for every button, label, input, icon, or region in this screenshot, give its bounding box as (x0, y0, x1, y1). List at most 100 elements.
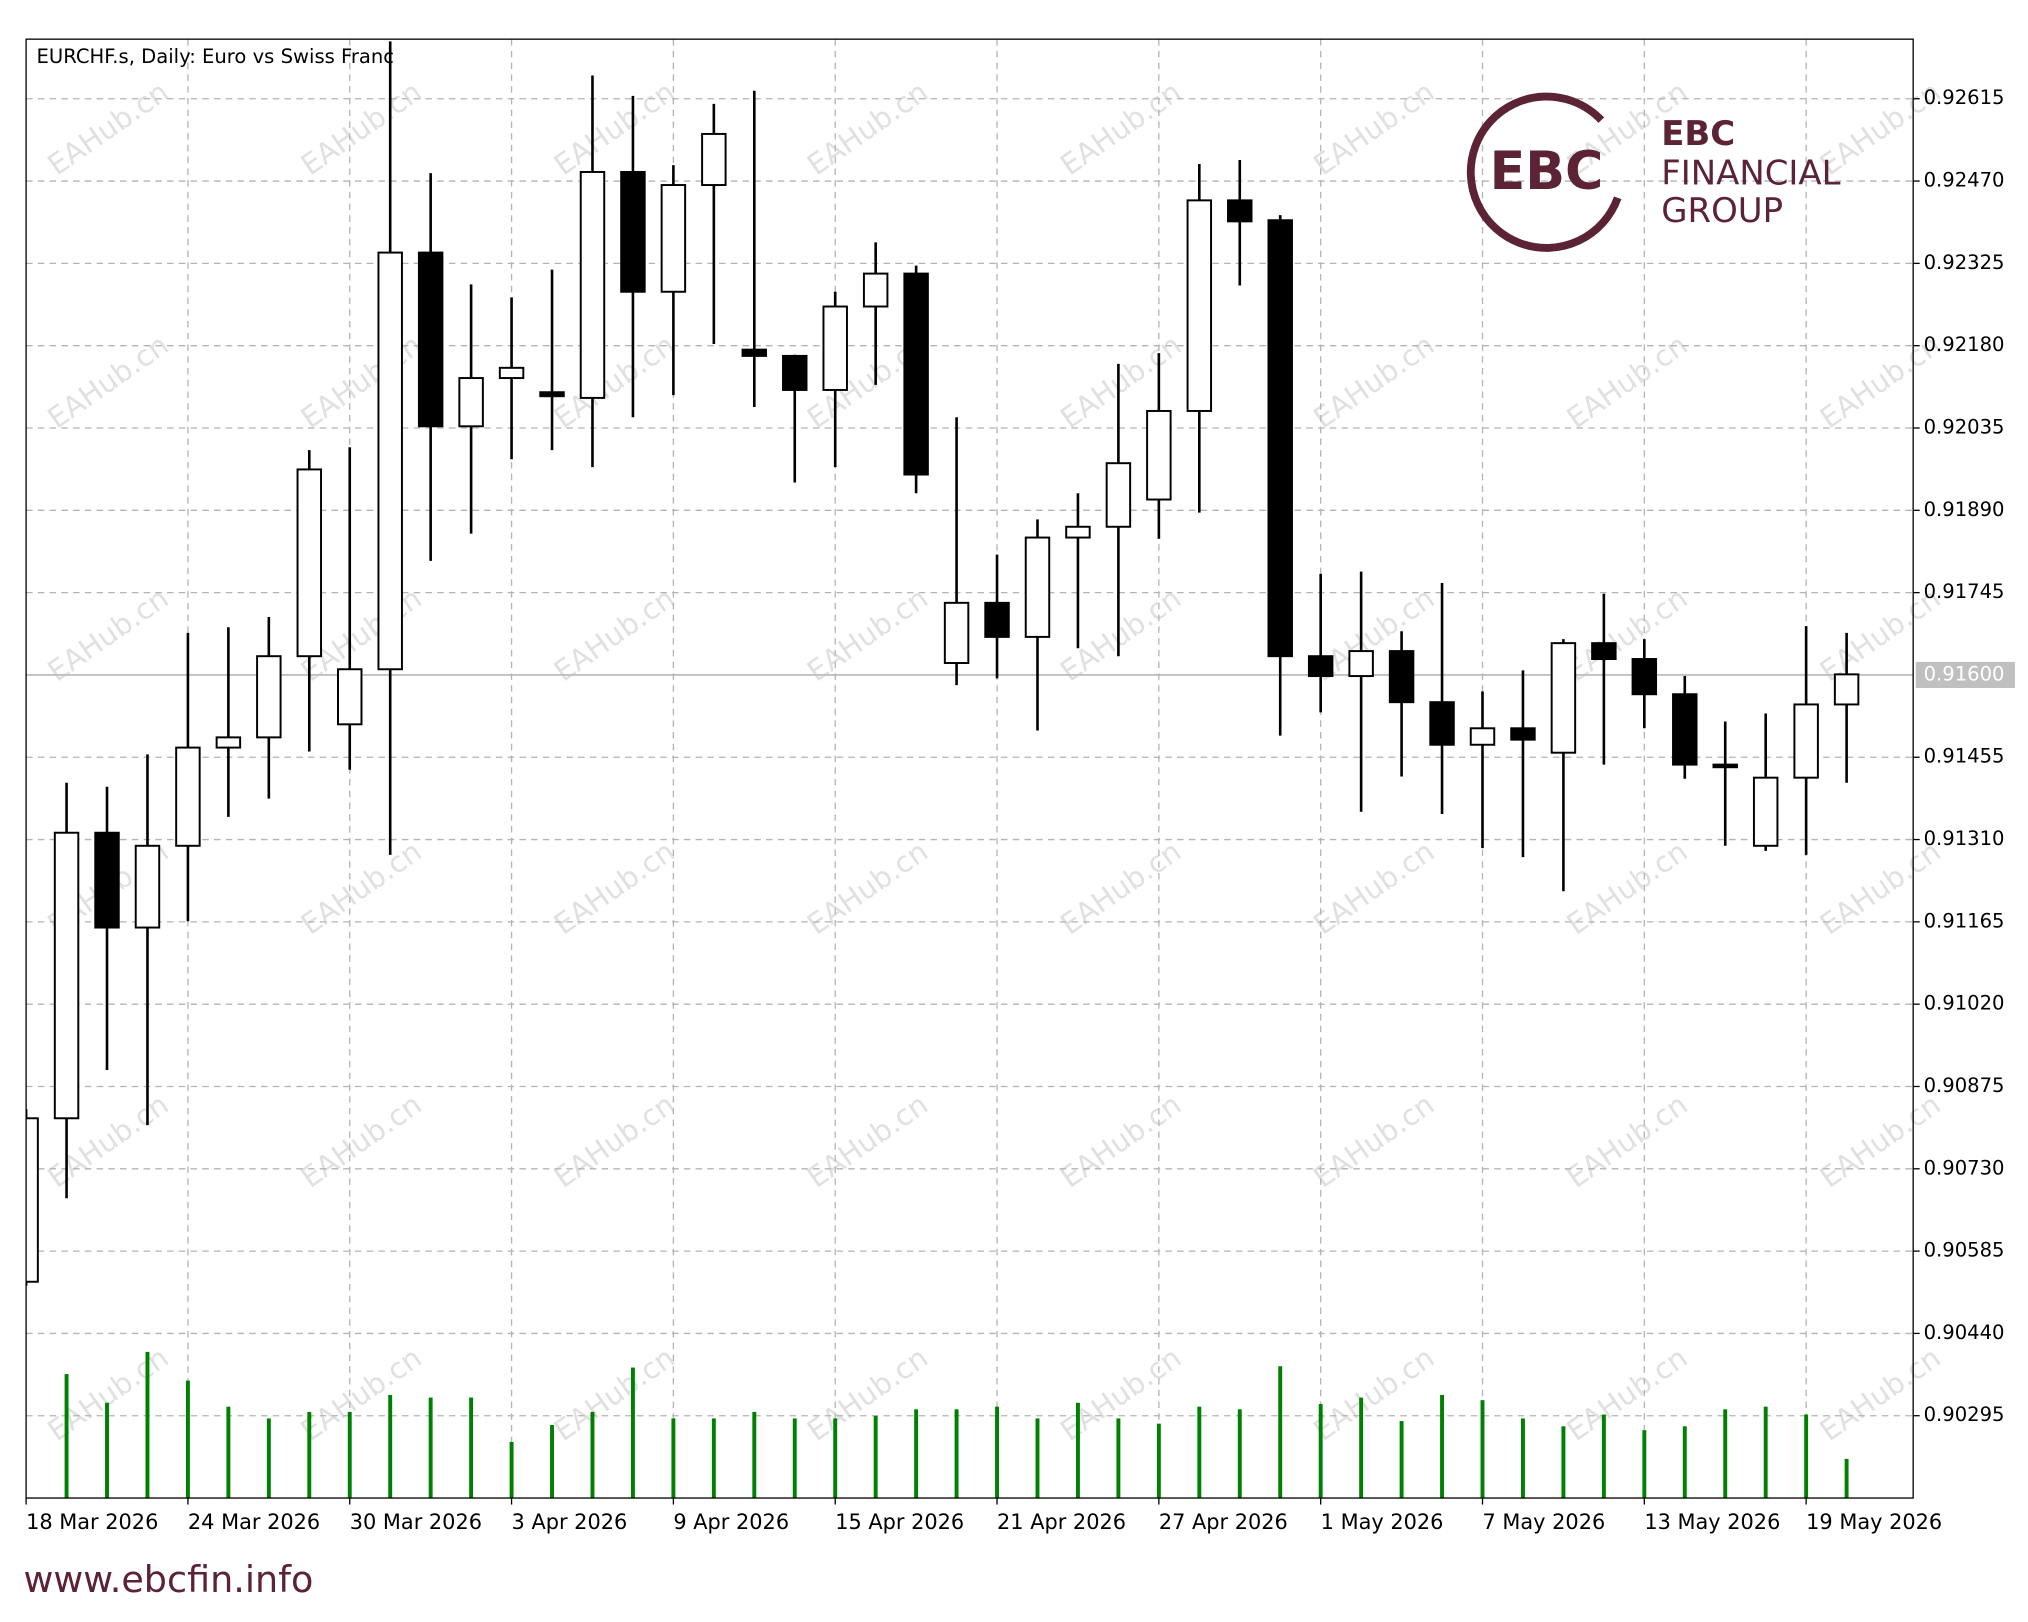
bull-body (579, 171, 606, 399)
volume-bar (1116, 1418, 1121, 1499)
bull-body (1550, 642, 1577, 754)
volume-bar (711, 1418, 716, 1499)
volume-bar (1156, 1423, 1161, 1499)
x-tick-label: 19 May 2026 (1806, 1510, 1942, 1534)
x-tick-label: 15 Apr 2026 (835, 1510, 964, 1534)
bull-body (1024, 536, 1051, 638)
bull-body (943, 601, 970, 664)
volume-bar (752, 1411, 757, 1499)
volume-bar (1642, 1430, 1647, 1499)
bull-body (53, 831, 80, 1120)
bull-body (1833, 673, 1860, 706)
bull-body (1105, 462, 1132, 528)
y-tick-label: 0.90295 (1924, 1403, 2005, 1426)
bull-body (337, 668, 363, 726)
bear-body (1712, 763, 1738, 769)
candles (26, 41, 1860, 1286)
volume-pane (64, 1351, 1849, 1499)
x-tick-label: 18 Mar 2026 (26, 1510, 158, 1534)
bear-body (1267, 219, 1293, 658)
x-tick-label: 7 May 2026 (1483, 1510, 1606, 1534)
bull-body (215, 736, 242, 749)
bear-body (1591, 642, 1617, 661)
volume-bar (1237, 1409, 1242, 1499)
bear-body (1227, 199, 1253, 223)
volume-bar (1197, 1406, 1202, 1499)
y-tick-label: 0.91020 (1924, 992, 2005, 1015)
bull-body (1348, 650, 1374, 678)
bull-body (458, 377, 484, 428)
volume-bar (914, 1409, 919, 1499)
volume-bar (1561, 1426, 1566, 1499)
y-tick-label: 0.92615 (1924, 86, 2005, 109)
bull-body (498, 366, 525, 380)
x-tick-label: 30 Mar 2026 (350, 1510, 482, 1534)
bear-body (94, 831, 120, 929)
price-label: 0.91600 (1924, 662, 2005, 685)
bear-body (1429, 701, 1455, 746)
volume-bar (185, 1380, 190, 1499)
bear-body (1631, 658, 1658, 696)
bear-body (741, 348, 768, 357)
bull-body (296, 468, 323, 658)
volume-bar (1075, 1402, 1080, 1499)
bull-body (377, 251, 403, 671)
volume-bar (388, 1394, 393, 1499)
bear-body (1510, 727, 1536, 741)
bull-body (1186, 199, 1213, 412)
bull-body (1752, 776, 1779, 847)
bear-body (903, 272, 929, 476)
logo-line: FINANCIAL (1661, 153, 1840, 192)
x-tick-label: 9 Apr 2026 (673, 1510, 789, 1534)
bear-body (539, 391, 565, 398)
bull-body (1065, 525, 1091, 539)
y-tick-label: 0.91165 (1924, 909, 2005, 932)
logo-brand: EBC (1661, 114, 1735, 153)
bull-body (660, 184, 687, 293)
volume-bar (307, 1411, 312, 1499)
footer-url: www.ebcfin.info (23, 1558, 313, 1601)
volume-bar (1763, 1406, 1768, 1499)
bull-body (175, 746, 201, 847)
bull-body (1146, 409, 1172, 501)
bull-body (134, 844, 161, 929)
volume-bar (995, 1406, 999, 1499)
volume-bar (1318, 1404, 1323, 1499)
chart-title: EURCHF.s, Daily: Euro vs Swiss Franc (37, 45, 395, 68)
volume-bar (1521, 1418, 1525, 1499)
y-tick-label: 0.90440 (1924, 1321, 2005, 1344)
volume-bar (1278, 1366, 1283, 1499)
bear-body (417, 251, 444, 428)
x-tick-label: 24 Mar 2026 (188, 1510, 320, 1534)
volume-bar (1601, 1414, 1606, 1499)
price-label-bg (1915, 661, 2015, 688)
x-tick-label: 13 May 2026 (1644, 1510, 1780, 1534)
x-tick-label: 1 May 2026 (1321, 1510, 1444, 1534)
volume-bar (1440, 1394, 1445, 1499)
y-tick-label: 0.91455 (1924, 745, 2005, 768)
bull-body (1469, 727, 1496, 746)
volume-bar (630, 1367, 635, 1499)
bull-body (26, 1117, 39, 1283)
volume-bar (1844, 1458, 1849, 1499)
volume-bar (833, 1418, 838, 1499)
y-tick-label: 0.91310 (1924, 827, 2005, 850)
bull-body (1793, 703, 1819, 779)
bear-body (1307, 655, 1334, 678)
bear-body (1388, 650, 1415, 704)
volume-bar (509, 1441, 514, 1499)
volume-bar (1480, 1400, 1485, 1499)
bear-body (620, 171, 646, 293)
y-tick-label: 0.92035 (1924, 415, 2005, 438)
y-tick-label: 0.90730 (1924, 1156, 2005, 1179)
volume-bar (1804, 1414, 1809, 1499)
bull-body (822, 305, 848, 391)
volume-bar (64, 1374, 69, 1499)
bull-body (256, 655, 282, 739)
bull-body (862, 272, 889, 308)
x-tick-label: 27 Apr 2026 (1159, 1510, 1288, 1534)
bear-body (782, 354, 808, 391)
